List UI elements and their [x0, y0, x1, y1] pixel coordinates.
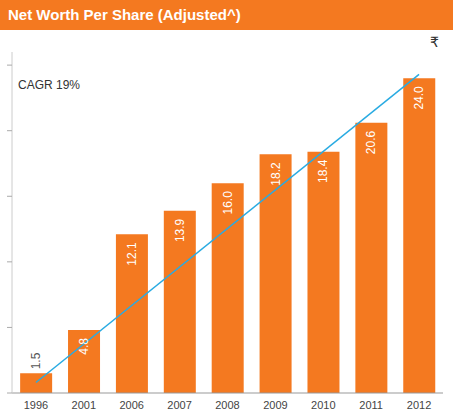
svg-text:2010: 2010 — [311, 399, 335, 411]
html-text:Net Worth Per Share (Adjusted^: Net Worth Per Share (Adjusted^) — [8, 6, 241, 23]
html-text:CAGR 19%: CAGR 19% — [18, 78, 80, 92]
svg-text:2011: 2011 — [359, 399, 383, 411]
svg-text:2008: 2008 — [215, 399, 239, 411]
svg-text:2012: 2012 — [407, 399, 431, 411]
svg-text:2001: 2001 — [72, 399, 96, 411]
svg-text:4.8: 4.8 — [77, 338, 91, 355]
svg-text:12.1: 12.1 — [125, 242, 139, 266]
svg-text:2007: 2007 — [167, 399, 191, 411]
svg-text:2009: 2009 — [263, 399, 287, 411]
svg-text:2006: 2006 — [119, 399, 143, 411]
svg-text:20.6: 20.6 — [364, 131, 378, 155]
svg-text:1.5: 1.5 — [29, 352, 43, 369]
svg-text:24.0: 24.0 — [412, 86, 426, 110]
svg-text:16.0: 16.0 — [221, 191, 235, 215]
svg-text:18.4: 18.4 — [316, 159, 330, 183]
svg-text:1996: 1996 — [24, 399, 48, 411]
svg-text:18.2: 18.2 — [269, 162, 283, 186]
svg-text:13.9: 13.9 — [173, 218, 187, 242]
